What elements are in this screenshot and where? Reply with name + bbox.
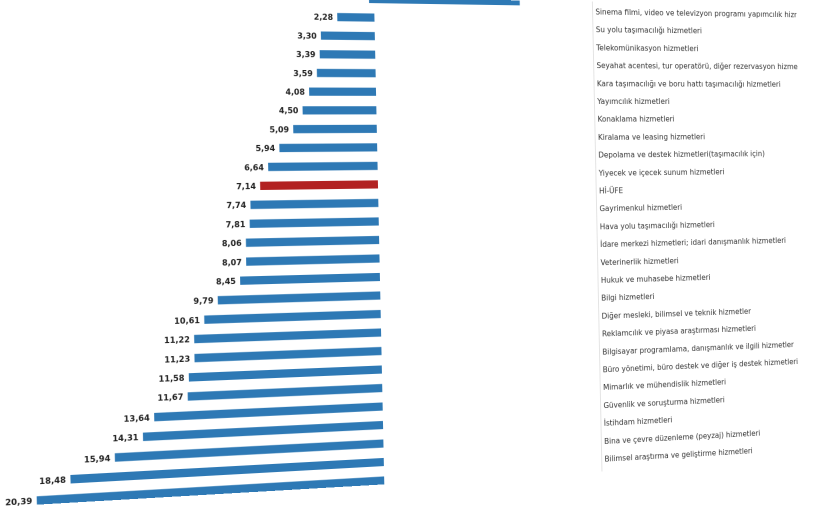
bar-value-label: 15,94 (84, 454, 111, 465)
bar-value-label: 6,64 (244, 163, 265, 172)
bar (302, 106, 377, 115)
category-label: Mimarlık ve mühendislik hizmetleri (603, 378, 726, 392)
bar-value-label: 3,30 (297, 31, 317, 40)
bar-value-label: 11,67 (157, 393, 183, 403)
category-label: Bilgi hizmetleri (601, 293, 654, 303)
bar (309, 87, 377, 96)
bar (268, 161, 378, 172)
bar-value-label: 20,39 (5, 497, 32, 508)
bar-value-label: 7,81 (226, 220, 246, 229)
bar-value-label: 8,45 (216, 277, 236, 287)
bar (217, 291, 381, 305)
bar (337, 13, 375, 22)
bar-value-label: 7,14 (236, 182, 257, 191)
category-label: İstihdam hizmetleri (604, 416, 673, 428)
bar (246, 254, 380, 266)
bar-value-label: 4,50 (279, 106, 299, 115)
bar (249, 217, 379, 228)
bar-value-label: 8,07 (222, 258, 242, 268)
bar-value-label: 13,64 (124, 413, 151, 423)
category-label: Su yolu taşımacılığı hizmetleri (596, 26, 702, 36)
bar (279, 143, 378, 153)
bar (250, 198, 379, 210)
category-label: Sinema filmi, video ve televizyon progra… (595, 8, 805, 20)
bar-value-label: 14,31 (112, 433, 138, 443)
category-label: Bilgisayar programlama, danışmanlık ve i… (602, 340, 794, 356)
bar-value-label: 7,74 (226, 201, 247, 210)
bar (316, 68, 376, 78)
category-label: Yayımcılık hizmetleri (596, 97, 670, 106)
bar (194, 346, 382, 363)
category-label: Gayrimenkul hizmetleri (599, 203, 682, 213)
category-label: Konaklama hizmetleri (598, 115, 675, 124)
category-label: Güvenlik ve soruşturma hizmetleri (603, 396, 724, 410)
bar-value-label: 4,08 (285, 88, 305, 97)
bar-value-label: 8,06 (222, 239, 242, 248)
category-label: Depolama ve destek hizmetleri(taşımacılı… (598, 150, 765, 160)
bar-value-label: 3,59 (293, 69, 313, 78)
category-label: Posta ve kurye hizmetleri (605, 468, 695, 482)
legend-panel-divider (592, 2, 602, 472)
bar (320, 31, 375, 41)
category-label: Bilimsel araştırma ve geliştirme hizmetl… (604, 447, 752, 464)
bar (245, 235, 380, 247)
category-label: Veterinerlik hizmetleri (600, 256, 678, 266)
bar-hi-ufe (260, 180, 379, 191)
category-label: Reklamcılık ve piyasa araştırması hizmet… (602, 324, 756, 338)
category-label: Bina ve çevre düzenleme (peyzaj) hizmetl… (604, 429, 760, 446)
bar-value-label: 5,94 (255, 144, 275, 153)
bar (194, 328, 382, 344)
bar (187, 383, 383, 401)
bar (204, 309, 381, 324)
bar-value-label: 5,09 (269, 125, 289, 134)
bar-value-label: 11,58 (159, 374, 185, 384)
bar (293, 124, 377, 134)
bar (154, 402, 383, 422)
bar-value-label: 3,39 (296, 50, 316, 59)
category-label: İdare merkezi hizmetleri; idari danışman… (600, 236, 786, 249)
bar (368, 0, 520, 6)
category-label: Yiyecek ve içecek sunum hizmetleri (598, 168, 725, 178)
category-label: Büro yönetimi, büro destek ve diğer iş d… (603, 358, 798, 375)
bar-value-label: 18,48 (39, 475, 66, 486)
category-label: Diğer mesleki, bilimsel ve teknik hizmet… (602, 307, 752, 321)
category-label: Hİ-ÜFE (599, 186, 623, 195)
category-label: Kara taşımacılığı ve boru hattı taşımacı… (597, 79, 781, 88)
bar-value-label: 11,22 (164, 335, 190, 345)
category-label: Kiralama ve leasing hizmetleri (598, 133, 705, 142)
bar-value-label: 11,23 (164, 354, 190, 364)
bars-group (36, 0, 520, 505)
bar (240, 272, 380, 285)
bar-value-label: 10,61 (174, 316, 200, 326)
bar (319, 50, 376, 59)
bar (188, 365, 382, 382)
category-label: Hava yolu taşımacılığı hizmetleri (600, 220, 715, 231)
bar-value-label: 2,28 (314, 13, 333, 22)
category-labels-group: Sinema filmi, video ve televizyon progra… (595, 8, 805, 482)
category-label: Seyahat acentesi, tur operatörü, diğer r… (596, 61, 805, 71)
bar (114, 439, 384, 462)
category-label: Hukuk ve muhasebe hizmetleri (601, 273, 711, 285)
category-label: Telekomünikasyon hizmetleri (595, 44, 698, 53)
bar-value-label: 9,79 (193, 296, 213, 306)
bar (142, 420, 384, 442)
